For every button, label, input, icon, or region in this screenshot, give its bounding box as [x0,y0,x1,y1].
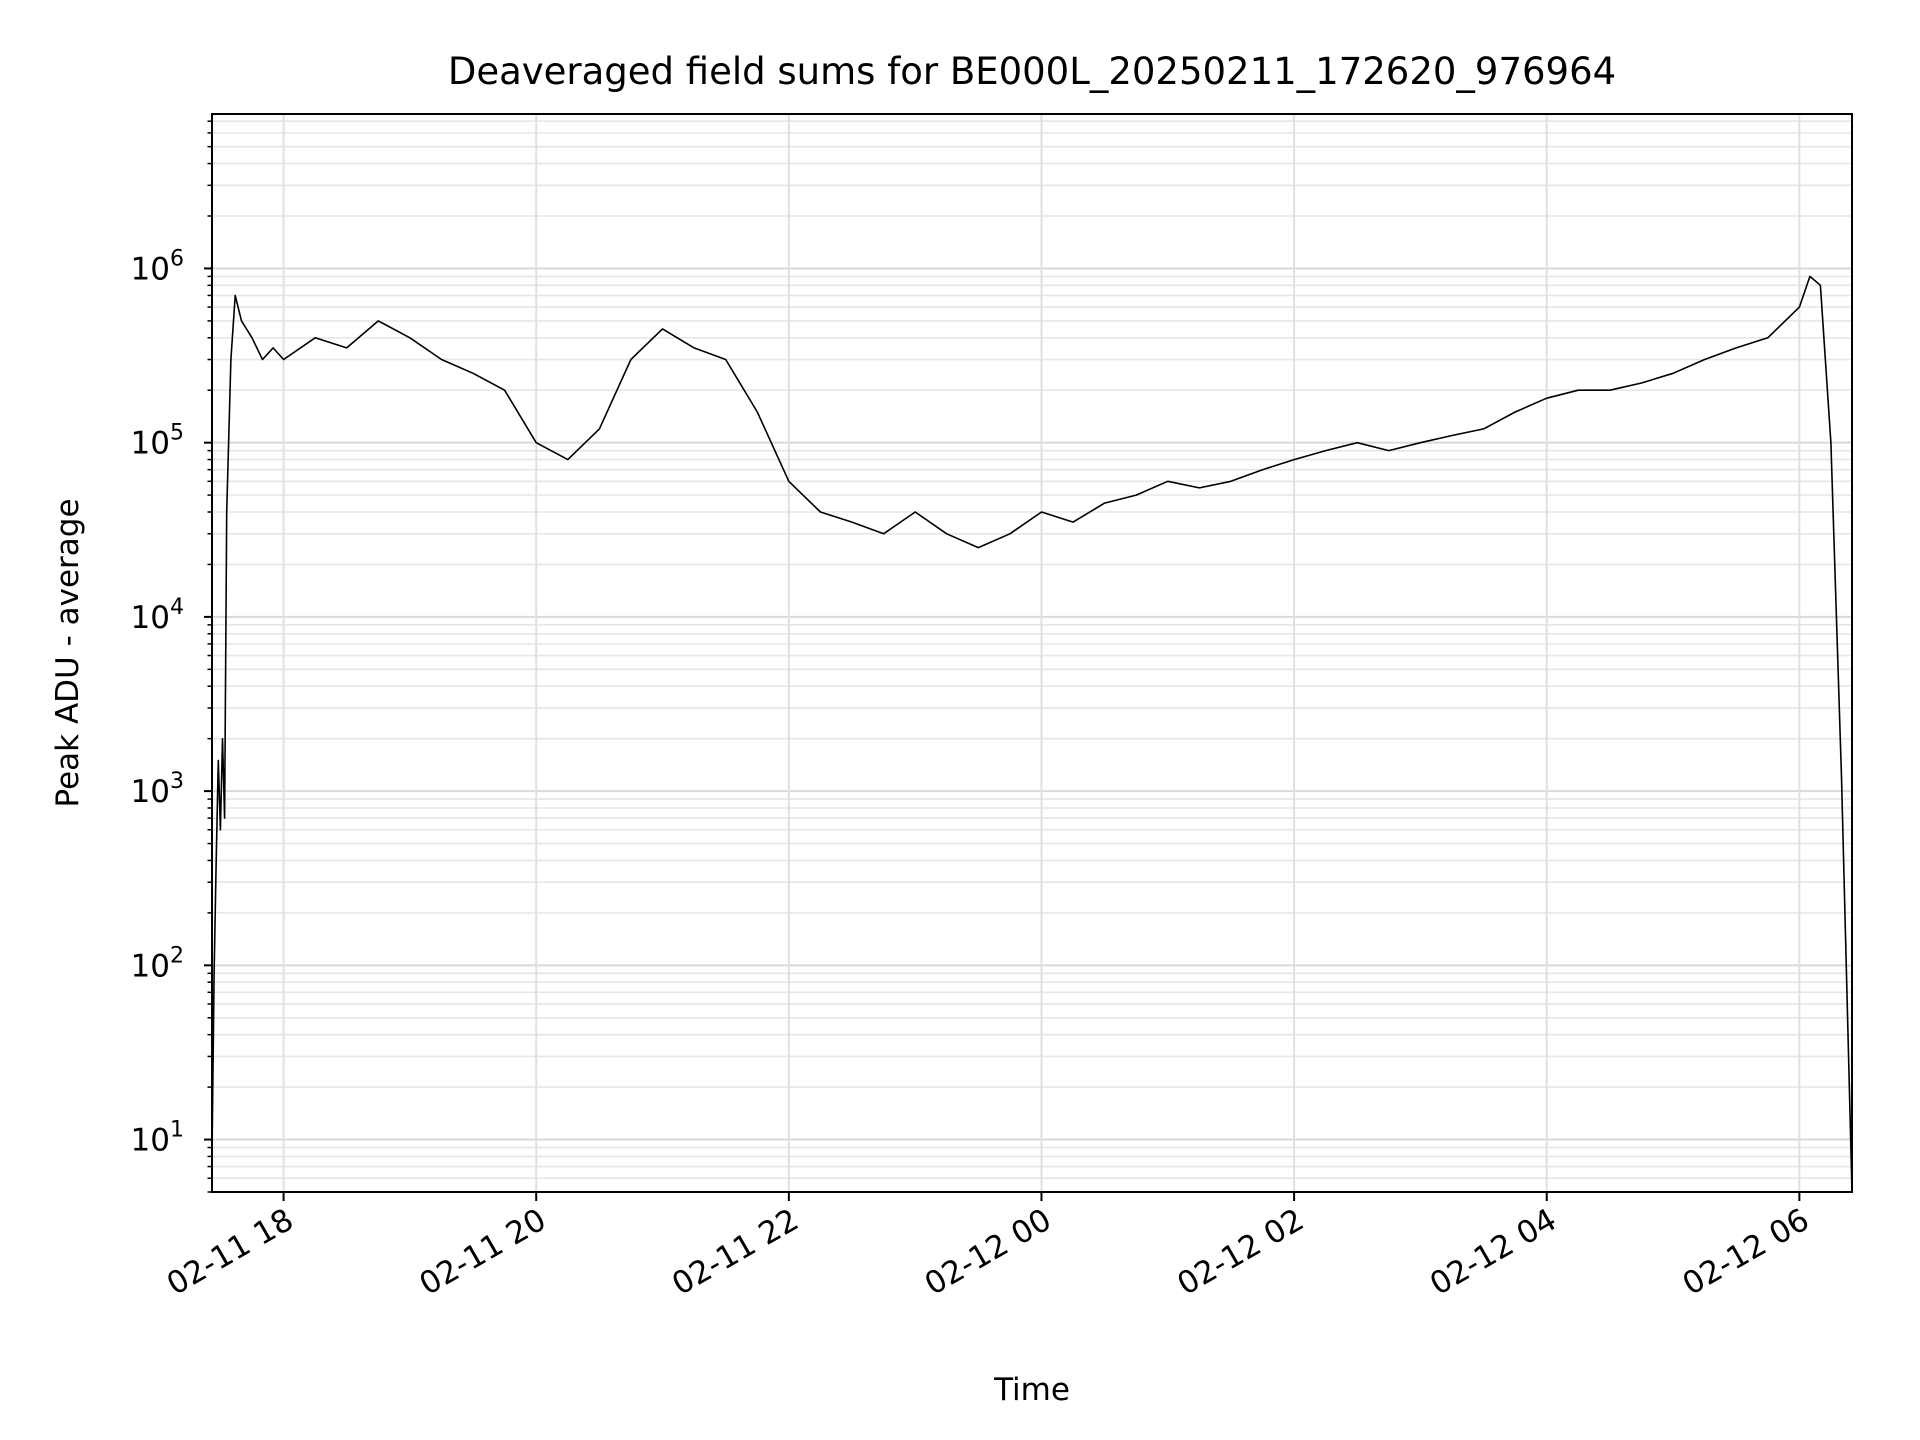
y-tick-base: 10 [131,251,170,287]
y-tick-base: 10 [131,948,170,984]
x-tick-label: 02-12 00 [919,1202,1058,1303]
x-tick-label: 02-12 06 [1677,1202,1816,1303]
y-tick-base: 10 [131,426,170,462]
x-tick-label: 02-11 22 [666,1202,805,1303]
x-axis-title: Time [993,1372,1070,1408]
y-axis-title: Peak ADU - average [50,498,86,807]
y-tick-label: 102 [131,943,184,984]
y-tick-base: 10 [131,774,170,810]
x-tick-label: 02-12 04 [1424,1202,1563,1303]
y-tick-label: 105 [131,421,184,462]
y-tick-base: 10 [131,600,170,636]
y-tick-label: 101 [131,1118,184,1159]
series-line [211,275,1853,1193]
y-tick-exponent: 1 [170,1118,184,1143]
grid [212,114,1852,1193]
y-tick-label: 106 [131,246,184,287]
series-layer [211,275,1853,1193]
y-tick-label: 103 [131,769,184,810]
x-tick-label: 02-11 18 [161,1202,300,1303]
y-tick-exponent: 5 [170,421,184,446]
y-tick-base: 10 [131,1123,170,1159]
y-tick-exponent: 6 [170,246,184,271]
chart-title: Deaveraged field sums for BE000L_2025021… [448,50,1616,93]
x-tick-label: 02-11 20 [413,1202,552,1303]
y-tick-exponent: 3 [170,769,184,794]
x-tick-label: 02-12 02 [1171,1202,1310,1303]
y-tick-exponent: 2 [170,943,184,968]
plot-frame [211,113,1853,1193]
y-tick-label: 104 [131,595,184,636]
y-tick-exponent: 4 [170,595,184,620]
